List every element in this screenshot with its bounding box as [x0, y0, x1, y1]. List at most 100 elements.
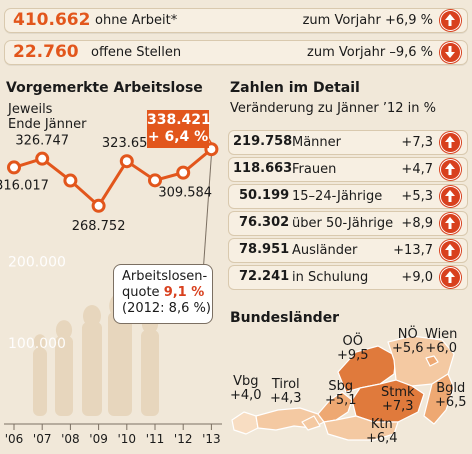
x-tick-label: '13: [202, 432, 221, 446]
silhouette-body: [33, 348, 47, 416]
data-point: [63, 173, 78, 188]
detail-title: Zahlen im Detail: [230, 80, 360, 96]
map-label-noe: NÖ +5,6: [392, 327, 424, 356]
map-label-wien: Wien +6,0: [425, 327, 458, 356]
arrow-up-icon: [440, 10, 461, 31]
arrow-down-icon: [440, 42, 461, 63]
stat-value: 410.662: [13, 10, 91, 30]
stat-unemployed: 410.662 ohne Arbeit* zum Vorjahr +6,9 %: [4, 8, 468, 33]
quote-leader: [202, 155, 212, 269]
silhouette-head: [83, 305, 101, 327]
chart-subtitle-1: Jeweils: [8, 102, 53, 117]
detail-subtitle: Veränderung zu Jänner ’12 in %: [230, 101, 436, 116]
arrow-up-icon: [440, 267, 461, 288]
stat-change: zum Vorjahr +6,9 %: [302, 13, 433, 28]
detail-value: 78.951: [239, 242, 290, 257]
chart-title: Vorgemerkte Arbeitslose: [6, 80, 203, 96]
arrow-up-icon: [440, 186, 461, 207]
x-tick-label: '08: [61, 432, 80, 446]
detail-row: 76.302 über 50-Jährige +8,9: [228, 211, 468, 236]
map-region-ktn: [323, 415, 399, 441]
austria-map: [231, 335, 455, 441]
detail-row: 72.241 in Schulung +9,0: [228, 265, 468, 290]
detail-row: 219.758 Männer +7,3: [228, 130, 468, 155]
data-label: 268.752: [72, 219, 126, 234]
y-tick-label: 200.000: [8, 255, 66, 271]
arrow-up-icon: [440, 132, 461, 153]
detail-row: 50.199 15–24-Jährige +5,3: [228, 184, 468, 209]
detail-label: Ausländer: [292, 243, 358, 258]
data-point: [119, 154, 134, 169]
silhouette-body: [82, 322, 102, 416]
stat-open-positions: 22.760 offene Stellen zum Vorjahr –9,6 %: [4, 40, 468, 65]
map-label-tirol: Tirol +4,3: [270, 377, 302, 406]
map-region-tirol-east: [301, 415, 321, 431]
map-label-vbg: Vbg +4,0: [230, 374, 262, 403]
detail-label: über 50-Jährige: [292, 216, 394, 231]
unemployment-rate-box: Arbeitslosen- quote 9,1 % (2012: 8,6 %): [113, 264, 213, 324]
data-point: [7, 160, 21, 175]
detail-label: in Schulung: [292, 270, 369, 285]
map-label-ooe: OÖ +9,5: [337, 334, 369, 363]
silhouette-head: [33, 334, 47, 350]
x-tick-label: '11: [146, 432, 165, 446]
data-point: [176, 165, 191, 180]
map-label-sbg: Sbg +5,1: [325, 379, 357, 408]
detail-change: +5,3: [401, 189, 433, 204]
map-region-ooe: [337, 345, 397, 393]
callout-change: + 6,4 %: [147, 129, 209, 145]
detail-label: 15–24-Jährige: [292, 189, 383, 204]
x-tick-label: '10: [118, 432, 137, 446]
map-region-vbg: [231, 411, 259, 435]
detail-value: 72.241: [239, 269, 290, 284]
x-tick-label: '06: [5, 432, 24, 446]
map-region-bgld: [423, 373, 455, 425]
map-label-ktn: Ktn +6,4: [366, 417, 398, 446]
data-label: 326.747: [15, 134, 69, 149]
data-label: 323.651: [102, 136, 156, 151]
map-label-bgld: Bgld +6,5: [435, 381, 467, 410]
detail-change: +7,3: [401, 135, 433, 150]
stat-label: offene Stellen: [91, 45, 182, 60]
detail-change: +13,7: [393, 243, 433, 258]
map-title: Bundesländer: [230, 310, 340, 326]
stat-change: zum Vorjahr –9,6 %: [307, 45, 433, 60]
quote-line-3: (2012: 8,6 %): [122, 301, 211, 316]
data-point: [91, 198, 106, 213]
quote-line-1: Arbeitslosen-: [122, 269, 208, 284]
silhouette-body: [108, 312, 132, 416]
x-tick-label: '09: [89, 432, 108, 446]
latest-value-callout: 338.421 + 6,4 %: [147, 110, 211, 148]
detail-value: 219.758: [233, 134, 293, 149]
silhouette-body: [141, 330, 159, 416]
detail-value: 76.302: [239, 215, 290, 230]
x-tick-label: '07: [33, 432, 52, 446]
stat-value: 22.760: [13, 42, 79, 62]
data-point: [148, 173, 162, 188]
detail-change: +8,9: [401, 216, 433, 231]
chart-subtitle-2: Ende Jänner: [8, 117, 87, 132]
detail-value: 50.199: [239, 188, 290, 203]
quote-value: 9,1 %: [163, 285, 205, 300]
quote-label: quote: [122, 285, 160, 300]
silhouette-head: [55, 320, 73, 340]
detail-label: Männer: [292, 135, 342, 150]
stat-label: ohne Arbeit*: [95, 13, 178, 28]
x-tick-label: '12: [174, 432, 193, 446]
detail-change: +4,7: [401, 162, 433, 177]
detail-row: 78.951 Ausländer +13,7: [228, 238, 468, 263]
data-label: 309.584: [158, 186, 212, 201]
callout-value: 338.421: [147, 112, 211, 128]
map-label-stmk: Stmk +7,3: [381, 385, 415, 414]
detail-change: +9,0: [401, 270, 433, 285]
data-label: 316.017: [0, 178, 49, 193]
map-region-wien: [425, 355, 439, 367]
detail-value: 118.663: [233, 161, 293, 176]
detail-row: 118.663 Frauen +4,7: [228, 157, 468, 182]
arrow-up-icon: [440, 240, 461, 261]
arrow-up-icon: [440, 213, 461, 234]
silhouette-body: [55, 336, 73, 416]
arrow-up-icon: [440, 159, 461, 180]
y-tick-label: 100.000: [8, 336, 66, 352]
data-point: [35, 151, 50, 166]
